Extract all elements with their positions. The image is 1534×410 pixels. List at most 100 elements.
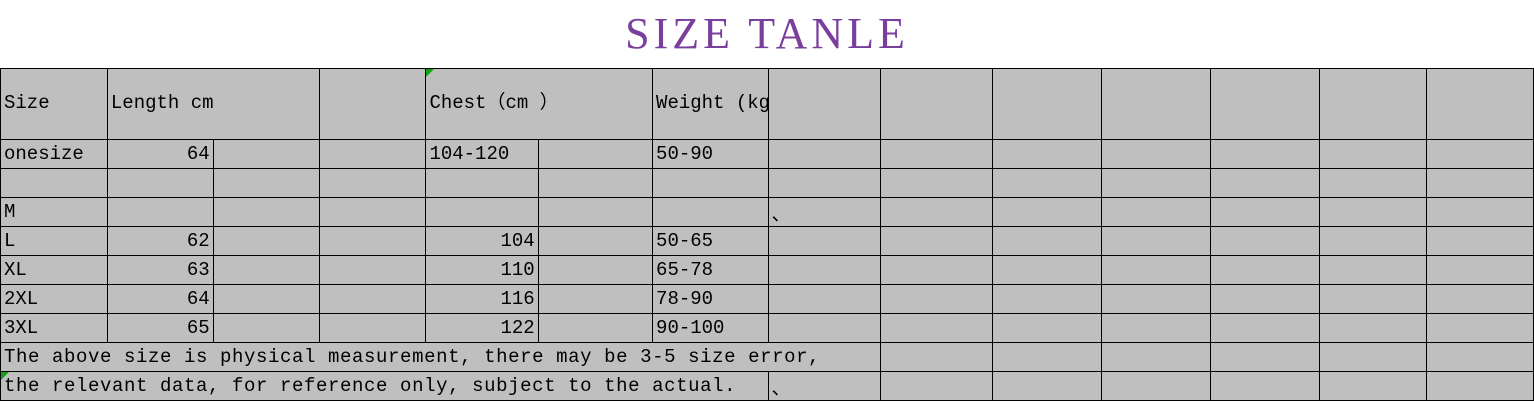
cell-blank-a[interactable] [318, 313, 427, 343]
header-blank-5[interactable] [1100, 68, 1212, 140]
cell-note[interactable] [767, 226, 881, 256]
cell-pad-4[interactable] [1210, 342, 1321, 372]
cell-pad-2[interactable] [991, 226, 1103, 256]
cell-blank-a[interactable] [318, 197, 427, 227]
cell-length[interactable]: 62 [106, 226, 214, 256]
cell-pad-1[interactable] [879, 342, 993, 372]
cell-pad-4[interactable] [1210, 197, 1321, 227]
cell-weight[interactable]: 90-100 [652, 313, 769, 343]
cell-pad-2[interactable] [991, 313, 1103, 343]
cell-pad-5[interactable] [1319, 284, 1427, 314]
cell-length-blank[interactable] [212, 168, 320, 198]
cell-note[interactable]: 、 [767, 197, 881, 227]
cell-pad-5[interactable] [1319, 371, 1427, 401]
cell-pad-3[interactable] [1100, 342, 1212, 372]
cell-blank-a[interactable] [318, 284, 427, 314]
footer-line-1[interactable]: The above size is physical measurement, … [0, 342, 881, 372]
cell-chest-blank[interactable] [537, 197, 654, 227]
cell-pad-3[interactable] [1100, 197, 1212, 227]
cell-weight[interactable]: 50-90 [652, 139, 769, 169]
cell-pad-2[interactable] [991, 284, 1103, 314]
cell-chest-blank[interactable] [537, 226, 654, 256]
cell-chest[interactable]: 104 [425, 226, 539, 256]
header-blank-8[interactable] [1425, 68, 1534, 140]
cell-note[interactable] [767, 313, 881, 343]
cell-pad-3[interactable] [1100, 284, 1212, 314]
cell-chest[interactable]: 122 [425, 313, 539, 343]
cell-pad-1[interactable] [879, 284, 993, 314]
cell-pad-6[interactable] [1425, 284, 1534, 314]
cell-size[interactable]: 2XL [0, 284, 108, 314]
cell-pad-6[interactable] [1425, 197, 1534, 227]
cell-blank-a[interactable] [318, 168, 427, 198]
cell-chest[interactable]: 116 [425, 284, 539, 314]
cell-pad-1[interactable] [879, 313, 993, 343]
footer-line-2-mark[interactable]: 、 [767, 371, 881, 401]
footer-line-2[interactable]: the relevant data, for reference only, s… [0, 371, 769, 401]
cell-pad-2[interactable] [991, 255, 1103, 285]
cell-blank-a[interactable] [318, 139, 427, 169]
cell-pad-6[interactable] [1425, 371, 1534, 401]
cell-pad-4[interactable] [1210, 371, 1321, 401]
cell-pad-2[interactable] [991, 371, 1103, 401]
cell-pad-3[interactable] [1100, 371, 1212, 401]
cell-note[interactable] [767, 255, 881, 285]
cell-length-blank[interactable] [212, 284, 320, 314]
cell-length-blank[interactable] [212, 255, 320, 285]
cell-weight[interactable]: 50-65 [652, 226, 769, 256]
cell-size[interactable]: XL [0, 255, 108, 285]
header-length[interactable]: Length cm [106, 68, 320, 140]
cell-length[interactable]: 64 [106, 139, 214, 169]
cell-pad-2[interactable] [991, 342, 1103, 372]
cell-pad-1[interactable] [879, 371, 993, 401]
cell-length-blank[interactable] [212, 313, 320, 343]
cell-pad-3[interactable] [1100, 139, 1212, 169]
cell-length-blank[interactable] [212, 197, 320, 227]
cell-weight[interactable] [652, 197, 769, 227]
cell-weight[interactable] [652, 168, 769, 198]
cell-length[interactable]: 65 [106, 313, 214, 343]
cell-pad-5[interactable] [1319, 342, 1427, 372]
cell-pad-5[interactable] [1319, 226, 1427, 256]
cell-pad-6[interactable] [1425, 342, 1534, 372]
header-blank-6[interactable] [1210, 68, 1321, 140]
cell-length-blank[interactable] [212, 139, 320, 169]
cell-chest-blank[interactable] [537, 284, 654, 314]
cell-pad-4[interactable] [1210, 168, 1321, 198]
cell-pad-4[interactable] [1210, 313, 1321, 343]
cell-pad-5[interactable] [1319, 197, 1427, 227]
cell-pad-2[interactable] [991, 168, 1103, 198]
cell-blank-a[interactable] [318, 226, 427, 256]
header-blank-2[interactable] [767, 68, 881, 140]
cell-pad-3[interactable] [1100, 168, 1212, 198]
cell-size[interactable]: L [0, 226, 108, 256]
header-blank-1[interactable] [318, 68, 427, 140]
cell-size[interactable]: 3XL [0, 313, 108, 343]
cell-pad-4[interactable] [1210, 255, 1321, 285]
cell-pad-2[interactable] [991, 197, 1103, 227]
cell-note[interactable] [767, 139, 881, 169]
cell-blank-a[interactable] [318, 255, 427, 285]
cell-chest-blank[interactable] [537, 139, 654, 169]
cell-length[interactable]: 64 [106, 284, 214, 314]
cell-size[interactable] [0, 168, 108, 198]
header-blank-4[interactable] [991, 68, 1103, 140]
header-weight[interactable]: Weight (kg) [652, 68, 769, 140]
cell-pad-6[interactable] [1425, 313, 1534, 343]
cell-pad-2[interactable] [991, 139, 1103, 169]
cell-pad-6[interactable] [1425, 168, 1534, 198]
cell-weight[interactable]: 65-78 [652, 255, 769, 285]
header-blank-7[interactable] [1319, 68, 1427, 140]
cell-pad-1[interactable] [879, 226, 993, 256]
cell-pad-1[interactable] [879, 255, 993, 285]
cell-pad-5[interactable] [1319, 313, 1427, 343]
cell-pad-5[interactable] [1319, 139, 1427, 169]
cell-note[interactable] [767, 168, 881, 198]
cell-chest[interactable] [425, 168, 539, 198]
cell-pad-5[interactable] [1319, 255, 1427, 285]
cell-pad-1[interactable] [879, 197, 993, 227]
cell-chest-blank[interactable] [537, 168, 654, 198]
cell-size[interactable]: onesize [0, 139, 108, 169]
cell-length[interactable] [106, 197, 214, 227]
header-chest[interactable]: Chest（cm ） [425, 68, 654, 140]
